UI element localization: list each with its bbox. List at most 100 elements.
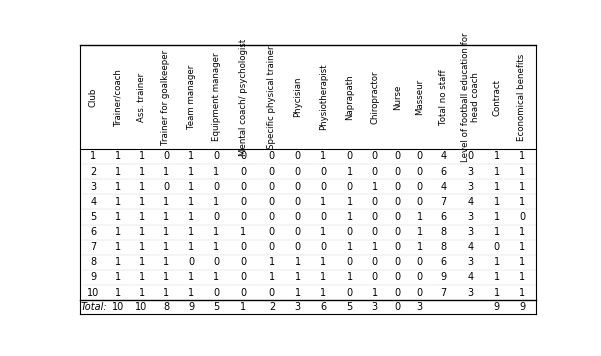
- Text: 1: 1: [138, 288, 145, 298]
- Text: 1: 1: [347, 197, 353, 207]
- Text: 0: 0: [269, 167, 275, 177]
- Text: 0: 0: [395, 151, 401, 162]
- Text: Chiropractor: Chiropractor: [370, 70, 379, 124]
- Text: 8: 8: [90, 257, 96, 267]
- Text: 0: 0: [269, 182, 275, 192]
- Text: 0: 0: [240, 257, 246, 267]
- Text: 1: 1: [188, 151, 194, 162]
- Text: 6: 6: [441, 257, 447, 267]
- Text: 1: 1: [493, 257, 499, 267]
- Text: 1: 1: [213, 242, 219, 252]
- Text: 0: 0: [269, 151, 275, 162]
- Text: 0: 0: [163, 151, 169, 162]
- Text: 1: 1: [138, 197, 145, 207]
- Text: 10: 10: [112, 302, 124, 312]
- Text: 0: 0: [320, 167, 326, 177]
- Text: 7: 7: [441, 197, 447, 207]
- Text: 3: 3: [468, 257, 474, 267]
- Text: 6: 6: [441, 212, 447, 222]
- Text: 0: 0: [320, 182, 326, 192]
- Text: 9: 9: [90, 272, 96, 282]
- Text: 1: 1: [493, 212, 499, 222]
- Text: 0: 0: [416, 182, 423, 192]
- Text: 7: 7: [441, 288, 447, 298]
- Text: 0: 0: [240, 182, 246, 192]
- Text: Total no staff: Total no staff: [439, 69, 448, 125]
- Text: 1: 1: [115, 212, 121, 222]
- Text: 3: 3: [294, 302, 300, 312]
- Text: 1: 1: [320, 272, 326, 282]
- Text: 1: 1: [138, 151, 145, 162]
- Text: 1: 1: [320, 197, 326, 207]
- Text: 1: 1: [294, 257, 300, 267]
- Text: 1: 1: [90, 151, 96, 162]
- Text: Phycisian: Phycisian: [293, 77, 302, 117]
- Text: 0: 0: [269, 242, 275, 252]
- Text: 1: 1: [138, 242, 145, 252]
- Text: 4: 4: [90, 197, 96, 207]
- Text: 0: 0: [371, 257, 377, 267]
- Text: Economical benefits: Economical benefits: [517, 53, 526, 141]
- Text: 0: 0: [371, 227, 377, 237]
- Text: 1: 1: [493, 182, 499, 192]
- Text: 1: 1: [320, 151, 326, 162]
- Text: 0: 0: [188, 257, 194, 267]
- Text: 0: 0: [294, 227, 300, 237]
- Text: 1: 1: [115, 288, 121, 298]
- Text: 1: 1: [519, 257, 525, 267]
- Text: 0: 0: [240, 167, 246, 177]
- Text: 1: 1: [115, 167, 121, 177]
- Text: 0: 0: [395, 227, 401, 237]
- Text: 0: 0: [240, 151, 246, 162]
- Text: 0: 0: [371, 272, 377, 282]
- Text: 5: 5: [347, 302, 353, 312]
- Text: 1: 1: [138, 227, 145, 237]
- Text: 1: 1: [371, 182, 377, 192]
- Text: 1: 1: [213, 197, 219, 207]
- Text: 1: 1: [347, 212, 353, 222]
- Text: 1: 1: [163, 167, 169, 177]
- Text: 1: 1: [320, 227, 326, 237]
- Text: 1: 1: [163, 227, 169, 237]
- Text: 3: 3: [468, 227, 474, 237]
- Text: 4: 4: [468, 272, 474, 282]
- Text: 0: 0: [395, 167, 401, 177]
- Text: 0: 0: [320, 242, 326, 252]
- Text: 0: 0: [163, 182, 169, 192]
- Text: Ass. trainer: Ass. trainer: [137, 73, 146, 122]
- Text: 1: 1: [347, 272, 353, 282]
- Text: Masseur: Masseur: [415, 79, 424, 115]
- Text: Nurse: Nurse: [393, 84, 402, 110]
- Text: 1: 1: [320, 288, 326, 298]
- Text: 1: 1: [115, 182, 121, 192]
- Text: 0: 0: [493, 242, 499, 252]
- Text: 0: 0: [416, 151, 423, 162]
- Text: 1: 1: [115, 257, 121, 267]
- Text: 1: 1: [493, 197, 499, 207]
- Text: 0: 0: [347, 151, 353, 162]
- Text: 0: 0: [347, 227, 353, 237]
- Text: 1: 1: [115, 242, 121, 252]
- Text: 0: 0: [294, 212, 300, 222]
- Text: 1: 1: [416, 242, 423, 252]
- Text: 8: 8: [163, 302, 169, 312]
- Text: 0: 0: [416, 197, 423, 207]
- Text: 3: 3: [468, 182, 474, 192]
- Text: 5: 5: [213, 302, 219, 312]
- Text: 1: 1: [294, 272, 300, 282]
- Text: 1: 1: [213, 272, 219, 282]
- Text: 1: 1: [519, 151, 525, 162]
- Text: 0: 0: [395, 272, 401, 282]
- Text: 0: 0: [347, 288, 353, 298]
- Text: Naprapath: Naprapath: [345, 74, 354, 120]
- Text: 1: 1: [371, 242, 377, 252]
- Text: 1: 1: [163, 288, 169, 298]
- Text: 1: 1: [138, 167, 145, 177]
- Text: 0: 0: [395, 257, 401, 267]
- Text: Club: Club: [89, 88, 98, 107]
- Text: 1: 1: [416, 212, 423, 222]
- Text: 1: 1: [493, 151, 499, 162]
- Text: 0: 0: [240, 212, 246, 222]
- Text: 1: 1: [115, 151, 121, 162]
- Text: Level of football education for
head coach: Level of football education for head coa…: [461, 32, 480, 162]
